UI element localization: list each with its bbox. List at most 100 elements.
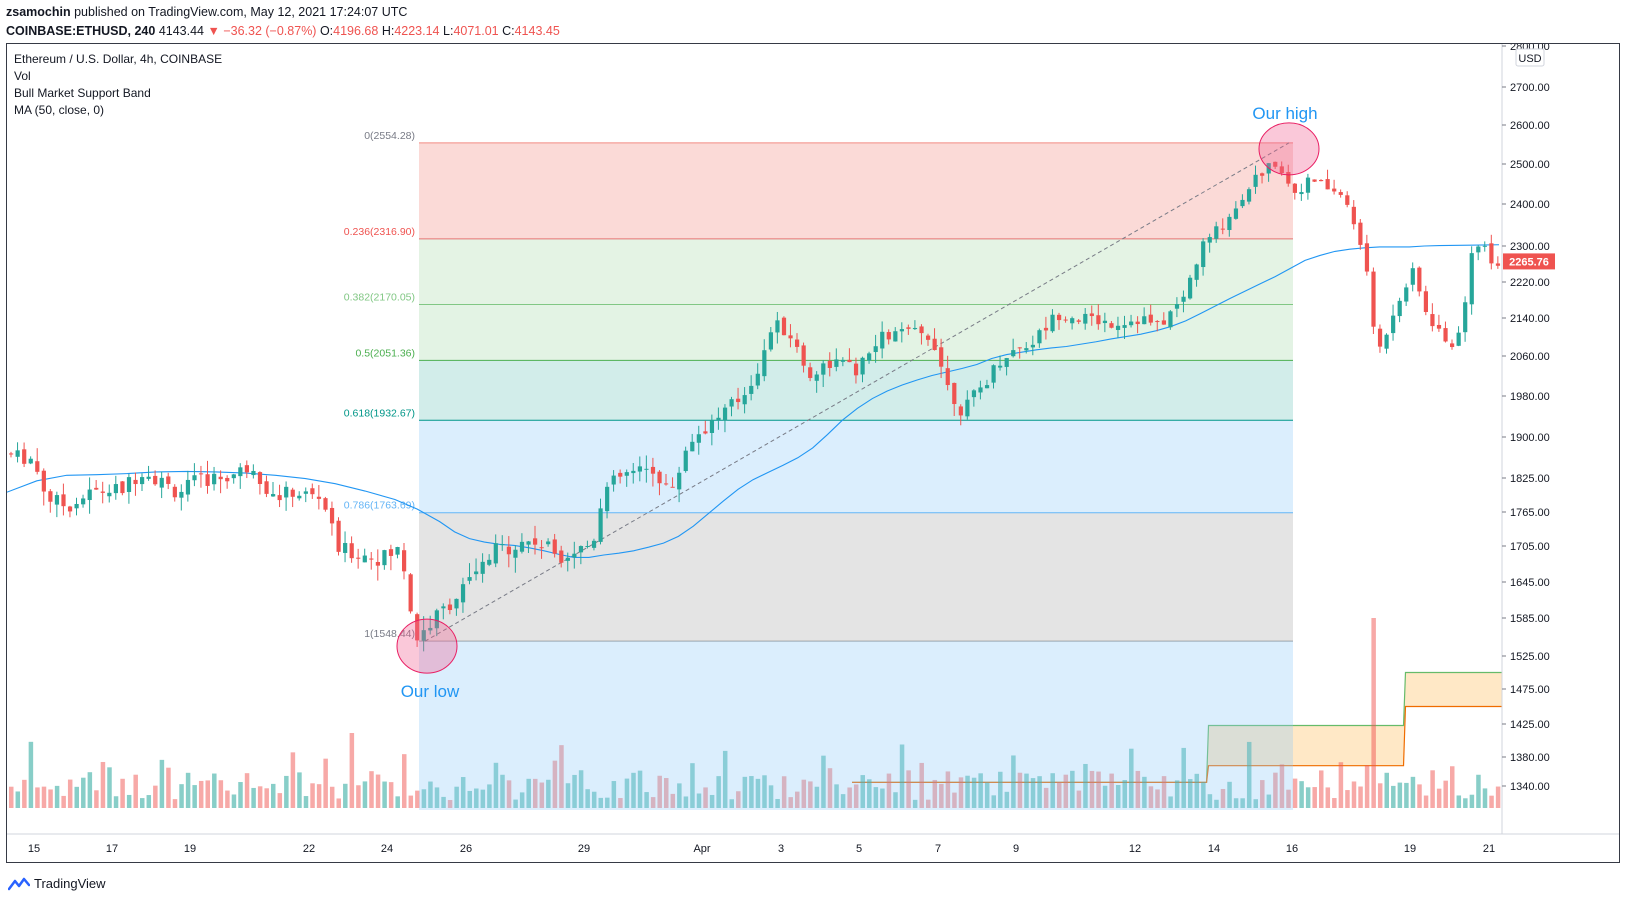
candle-body xyxy=(1417,267,1422,292)
volume-bar xyxy=(126,794,132,808)
candle xyxy=(61,483,66,516)
volume-bar xyxy=(1273,772,1278,808)
candle xyxy=(899,322,904,343)
volume-bar xyxy=(1043,787,1049,808)
candle-body xyxy=(1233,208,1239,219)
candle xyxy=(1115,316,1121,338)
legend-title[interactable]: Ethereum / U.S. Dollar, 4h, COINBASE xyxy=(14,52,223,66)
candle xyxy=(41,468,46,506)
legend-item-vol[interactable]: Vol xyxy=(14,69,31,83)
candle xyxy=(670,477,675,488)
legend-item-band[interactable]: Bull Market Support Band xyxy=(14,86,151,100)
candle xyxy=(349,536,354,563)
candle-body xyxy=(415,614,420,641)
candle xyxy=(408,573,413,614)
volume-bar xyxy=(1220,788,1226,808)
candle-body xyxy=(1096,315,1101,325)
candle-body xyxy=(395,547,400,555)
volume-bar xyxy=(382,781,387,808)
candle xyxy=(893,327,898,342)
candle-body xyxy=(860,357,865,375)
candle-body xyxy=(814,374,819,381)
candle-body xyxy=(54,495,60,505)
candle xyxy=(952,382,957,417)
candle-body xyxy=(1345,195,1350,205)
volume-bar xyxy=(225,790,230,808)
candle-body xyxy=(238,467,243,477)
volume-bar xyxy=(1233,798,1239,808)
candle-body xyxy=(421,630,426,641)
candle-body xyxy=(880,331,885,349)
volume-bar xyxy=(500,774,505,808)
candle-body xyxy=(61,494,66,507)
volume-bar xyxy=(1004,791,1010,808)
candle-body xyxy=(120,481,125,494)
candle-body xyxy=(192,475,197,481)
candle-body xyxy=(329,507,335,524)
candle-body xyxy=(657,471,662,484)
volume-bar xyxy=(303,796,309,808)
volume-bar xyxy=(984,782,990,808)
candle xyxy=(1319,179,1324,182)
volume-bar xyxy=(670,793,676,808)
candle-body xyxy=(559,550,564,563)
volume-bar xyxy=(729,799,734,808)
volume-bar xyxy=(1024,773,1029,808)
volume-bar xyxy=(1450,766,1455,808)
candle-body xyxy=(146,476,151,479)
volume-bar xyxy=(1109,773,1114,808)
candle xyxy=(218,470,223,494)
candle xyxy=(1417,266,1422,297)
candle xyxy=(231,473,236,484)
candle xyxy=(1364,234,1370,276)
candle xyxy=(1463,296,1468,342)
candle xyxy=(336,517,341,556)
volume-bar xyxy=(814,786,820,808)
chart-frame[interactable]: 0(2554.28) 0.236(2316.90) 0.382(2170.05) 0.… xyxy=(6,43,1620,863)
candle-body xyxy=(1227,216,1232,231)
author-name[interactable]: zsamochin xyxy=(6,5,71,19)
y-tick-label: 2300.00 xyxy=(1510,241,1550,253)
candle xyxy=(611,470,616,492)
volume-bar xyxy=(310,783,315,808)
volume-bar xyxy=(244,773,250,808)
candle-body xyxy=(1476,246,1481,253)
candle xyxy=(565,552,570,572)
volume-bar xyxy=(1194,773,1200,808)
volume-bar xyxy=(795,791,800,808)
candle xyxy=(519,533,525,554)
volume-bar xyxy=(631,772,636,808)
candle xyxy=(827,352,832,377)
candle-body xyxy=(1246,189,1252,202)
candle-body xyxy=(749,385,754,394)
candle-body xyxy=(1397,300,1402,317)
candle xyxy=(945,355,950,391)
candle xyxy=(821,359,826,388)
volume-bar xyxy=(644,792,649,808)
candle-body xyxy=(742,395,747,405)
candle-body xyxy=(591,540,597,548)
candle-body xyxy=(637,466,642,472)
volume-bar xyxy=(329,786,335,808)
fib-label-5: 0.786(1763.69) xyxy=(344,500,415,512)
fib-zone-5 xyxy=(419,512,1293,642)
candle xyxy=(264,475,269,498)
candle-body xyxy=(1423,291,1428,312)
volume-bar xyxy=(1122,780,1127,808)
legend-item-ma[interactable]: MA (50, close, 0) xyxy=(14,103,105,117)
candle xyxy=(1227,213,1232,237)
candle-body xyxy=(185,479,191,495)
candle xyxy=(1174,297,1180,318)
candle xyxy=(736,387,741,410)
volume-bar xyxy=(591,791,597,808)
fib-label-2: 0.382(2170.05) xyxy=(344,291,415,303)
candle xyxy=(1279,161,1284,176)
volume-bar xyxy=(15,791,21,808)
price-chart[interactable]: 0(2554.28) 0.236(2316.90) 0.382(2170.05) 0.… xyxy=(7,44,1620,863)
tradingview-footer[interactable]: TradingView xyxy=(8,876,106,891)
candle xyxy=(919,324,924,345)
candle-body xyxy=(755,373,760,386)
x-tick-label: 3 xyxy=(778,843,784,855)
candle-body xyxy=(1240,199,1245,207)
candle xyxy=(1188,274,1193,300)
